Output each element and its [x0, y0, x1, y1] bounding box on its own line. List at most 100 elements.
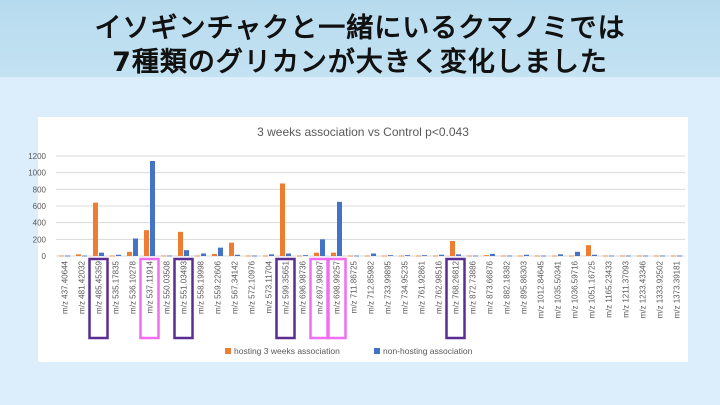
bar-non-hosting [473, 255, 478, 257]
x-tick-label: m/z 559.22606 [214, 260, 223, 313]
bar-hosting [93, 202, 98, 256]
x-tick-label: m/z 1333.92502 [656, 260, 665, 318]
legend: hosting 3 weeks association non-hosting … [225, 346, 473, 356]
bar-hosting [280, 183, 285, 256]
y-tick-label: 400 [33, 219, 47, 228]
bar-non-hosting [575, 251, 580, 256]
x-tick-label: m/z 873.66876 [486, 260, 495, 313]
bar-hosting [382, 255, 387, 257]
bar-hosting [212, 253, 217, 256]
bar-non-hosting [626, 255, 631, 257]
bar-hosting [59, 255, 64, 257]
heading-line-1: イソギンチャクと一緒にいるクマノミでは [94, 13, 626, 44]
bar-hosting [637, 255, 642, 257]
bar-hosting [365, 255, 370, 257]
bar-non-hosting [609, 255, 614, 257]
bar-non-hosting [592, 254, 597, 256]
x-tick-label: m/z 1035.50341 [554, 260, 563, 318]
bar-non-hosting [507, 255, 512, 257]
bar-non-hosting [116, 254, 121, 256]
bar-non-hosting [133, 238, 138, 256]
x-tick-label: m/z 761.92861 [418, 260, 427, 313]
bar-hosting [501, 255, 506, 257]
bar-hosting [450, 241, 455, 256]
bar-hosting [467, 255, 472, 257]
legend-label-hosting: hosting 3 weeks association [234, 346, 340, 356]
bar-non-hosting [303, 255, 308, 256]
x-tick-label: m/z 437.40644 [61, 260, 70, 313]
legend-swatch-non-hosting [374, 348, 380, 354]
bar-hosting [246, 255, 251, 257]
bar-non-hosting [388, 255, 393, 256]
x-tick-label: m/z 550.03508 [163, 260, 172, 313]
bar-hosting [586, 245, 591, 256]
heading-line-2: 7種類のグリカンが大きく変化しました [112, 47, 608, 78]
x-tick-label: m/z 1373.39181 [673, 260, 682, 318]
bar-non-hosting [286, 253, 291, 256]
bar-hosting [348, 255, 353, 257]
highlight-box-pink [326, 257, 347, 340]
bar-non-hosting [677, 255, 682, 257]
bar-non-hosting [99, 252, 104, 256]
bar-hosting [297, 255, 302, 257]
y-tick-label: 200 [33, 235, 47, 244]
x-tick-label: m/z 733.99895 [384, 260, 393, 313]
x-tick-label: m/z 712.85982 [367, 260, 376, 313]
x-tick-label: m/z 1233.43346 [639, 260, 648, 318]
bar-non-hosting [354, 255, 359, 257]
x-tick-label: m/z 535.17835 [112, 260, 121, 313]
x-tick-label: m/z 551.03493 [180, 260, 189, 313]
bar-non-hosting [201, 253, 206, 256]
bar-non-hosting [558, 254, 563, 256]
bar-hosting [552, 255, 557, 257]
bar-hosting [535, 255, 540, 257]
bar-hosting [263, 255, 268, 257]
x-tick-label: m/z 573.11704 [265, 260, 274, 313]
bar-non-hosting [490, 253, 495, 256]
x-tick-label: m/z 696.98736 [299, 260, 308, 313]
bar-hosting [178, 231, 183, 256]
highlight-box-purple [445, 257, 466, 340]
highlight-box-purple [173, 257, 194, 340]
x-tick-label: m/z 1012.84645 [537, 260, 546, 318]
x-tick-label: m/z 698.99257 [333, 260, 342, 313]
x-tick-label: m/z 1165.23433 [605, 260, 614, 317]
x-tick-label: m/z 567.34142 [231, 260, 240, 313]
chart-title: 3 weeks association vs Control p<0.043 [257, 125, 469, 139]
bar-hosting [314, 252, 319, 256]
x-tick-label: m/z 572.10976 [248, 260, 257, 313]
x-tick-label: m/z 536.10278 [129, 260, 138, 313]
bar-hosting [331, 252, 336, 256]
x-tick-label: m/z 485.45359 [95, 260, 104, 313]
bar-non-hosting [218, 247, 223, 256]
bar-non-hosting [439, 254, 444, 256]
x-tick-label: m/z 1211.37093 [622, 260, 631, 317]
bar-hosting [518, 255, 523, 257]
x-tick-label: m/z 1036.59716 [571, 260, 580, 318]
legend-swatch-hosting [225, 348, 231, 354]
highlight-box-purple [88, 257, 109, 340]
y-tick-label: 1200 [28, 152, 46, 161]
x-tick-label: m/z 558.19998 [197, 260, 206, 313]
x-tick-label: m/z 481.42032 [78, 260, 87, 313]
bar-hosting [110, 255, 115, 257]
x-tick-label: m/z 882.18382 [503, 260, 512, 313]
bar-non-hosting [167, 255, 172, 257]
bar-hosting [416, 255, 421, 257]
x-tick-label: m/z 895.86303 [520, 260, 529, 313]
bar-non-hosting [660, 255, 665, 257]
bar-hosting [229, 242, 234, 256]
x-tick-label: m/z 537.11914 [146, 260, 155, 313]
bar-hosting [484, 255, 489, 256]
slide-header: イソギンチャクと一緒にいるクマノミでは 7種類のグリカンが大きく変化しました [0, 0, 720, 78]
bar-non-hosting [65, 255, 70, 257]
bar-hosting [399, 255, 404, 257]
bar-hosting [433, 255, 438, 257]
x-tick-label: m/z 762.98516 [435, 260, 444, 313]
y-tick-label: 800 [33, 185, 47, 194]
bar-non-hosting [643, 255, 648, 257]
bar-non-hosting [252, 255, 257, 257]
bar-non-hosting [337, 201, 342, 256]
bar-hosting [620, 255, 625, 257]
